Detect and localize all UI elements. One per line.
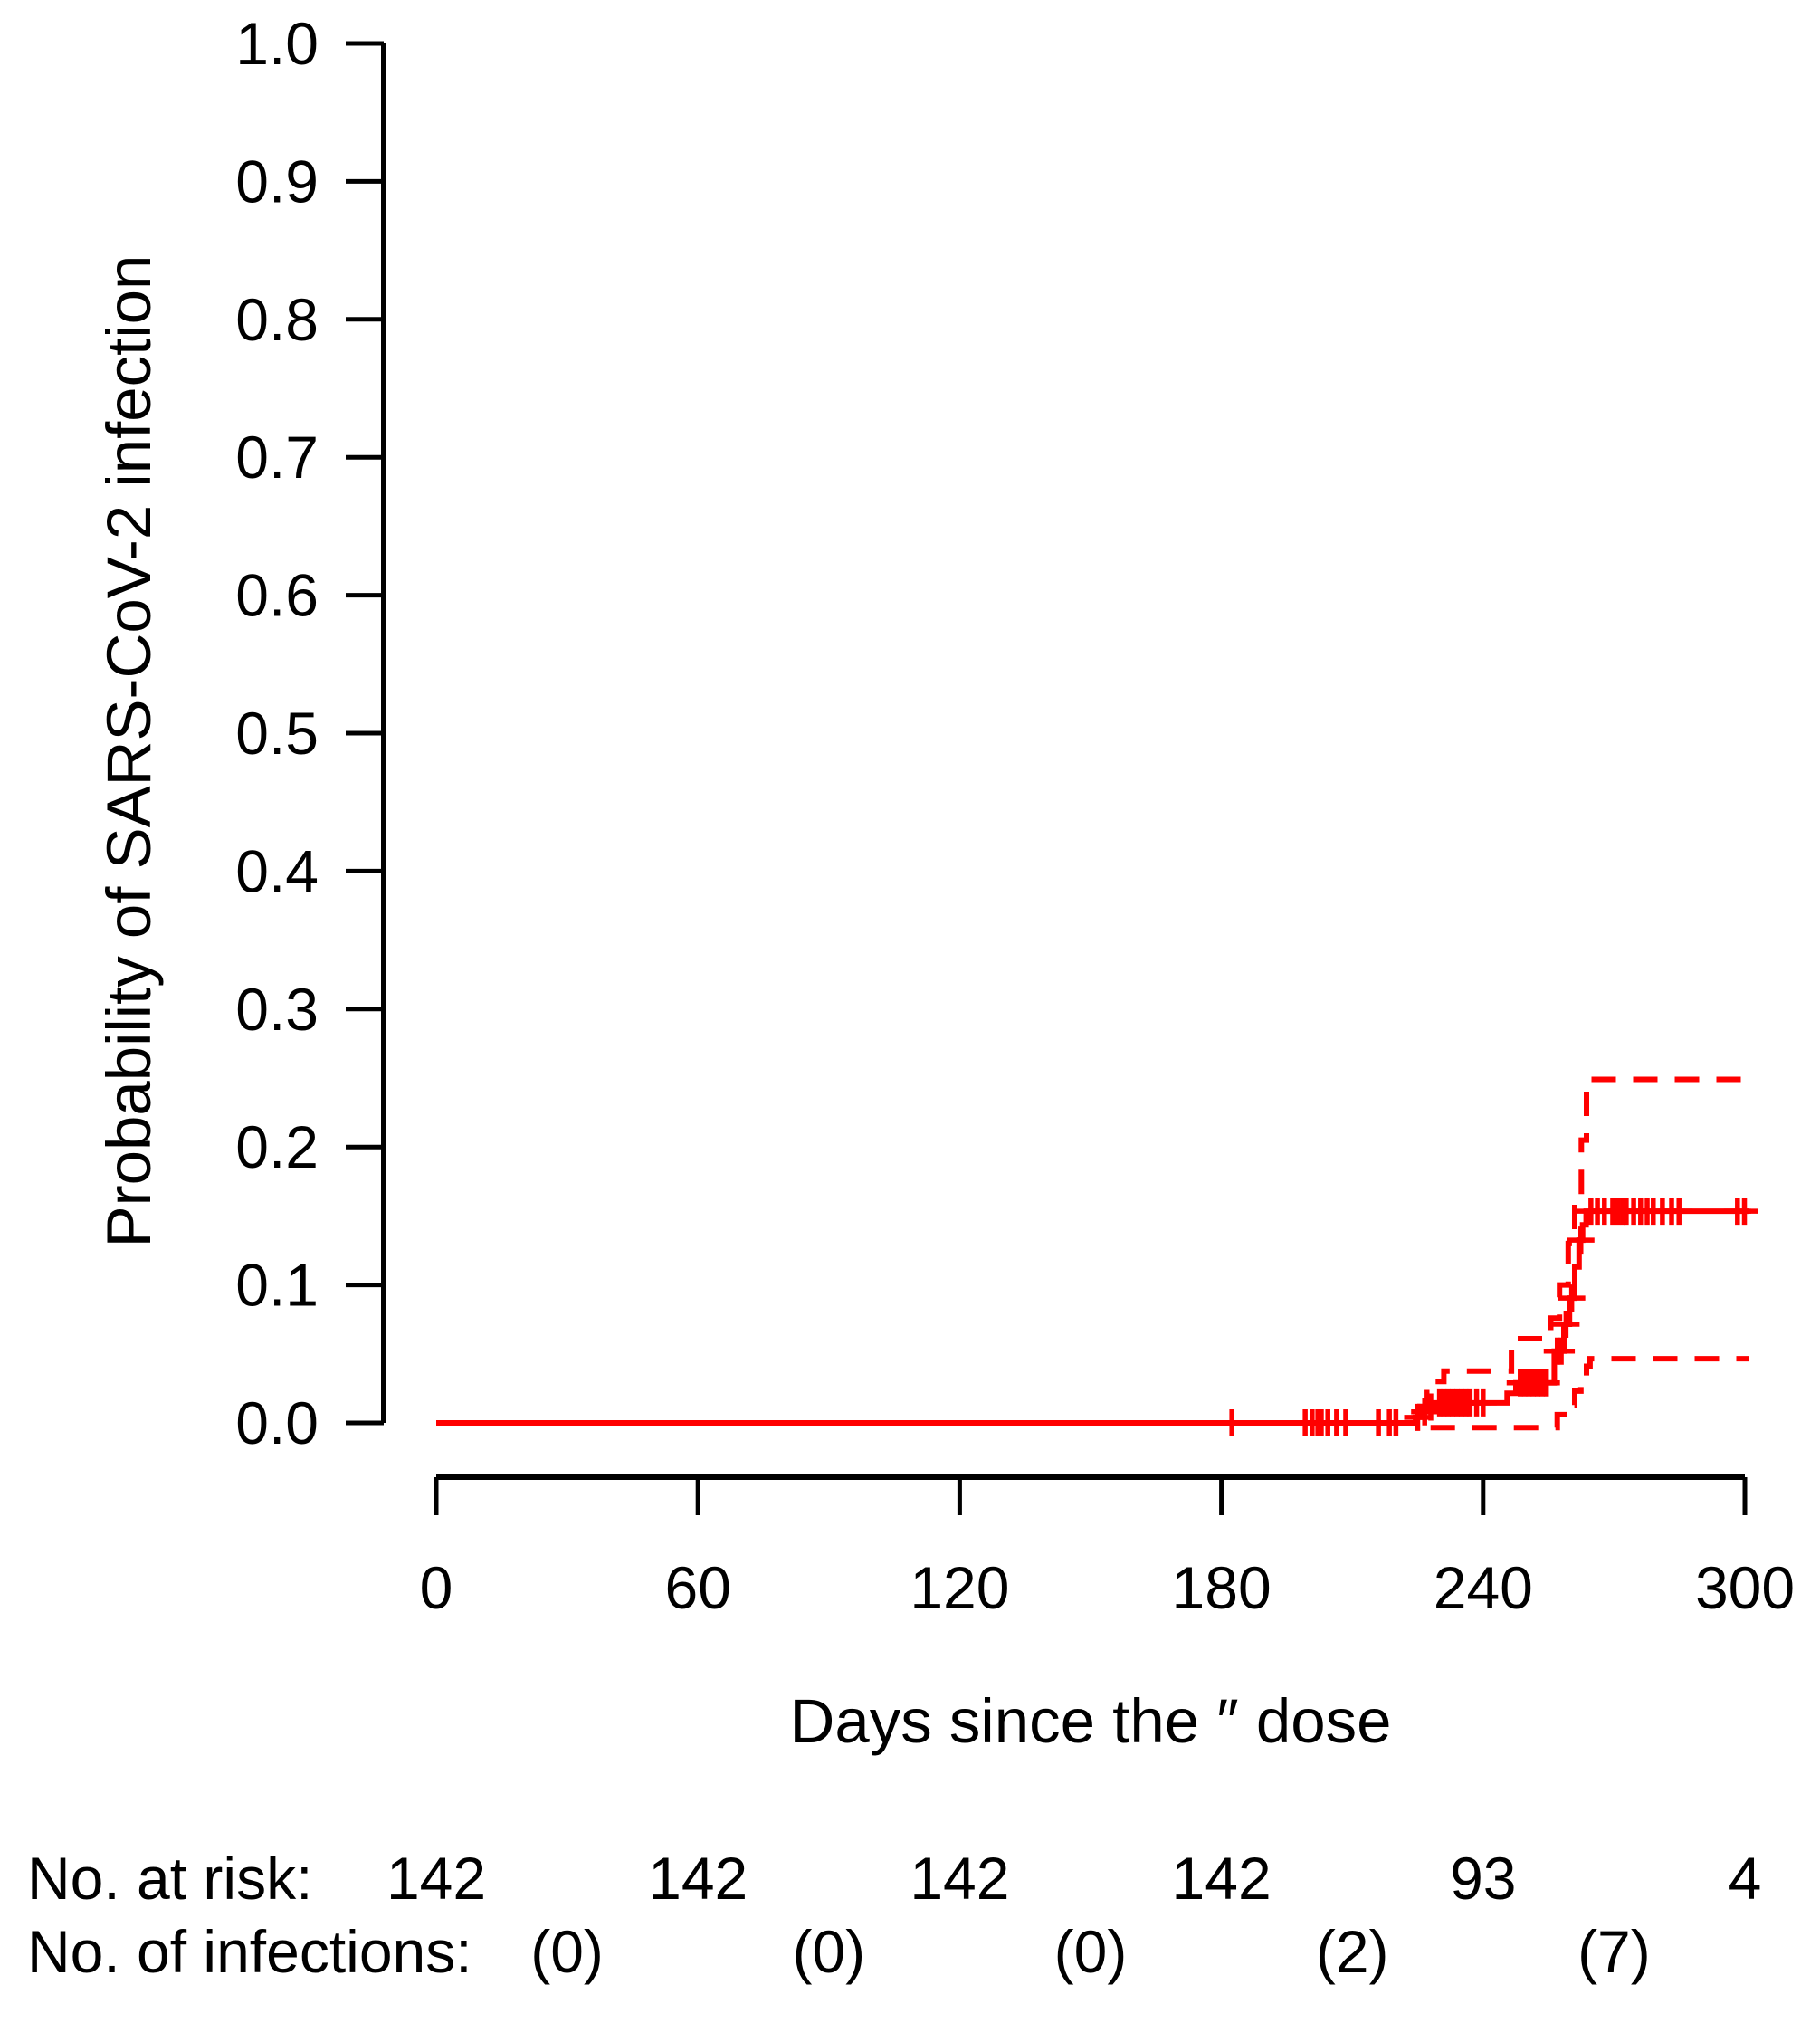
x-axis-title: Days since the ″ dose	[790, 1686, 1392, 1756]
y-axis-title: Probability of SARS-CoV-2 infection	[94, 255, 164, 1248]
y-tick-label: 0.8	[235, 286, 319, 353]
risk-value: (0)	[792, 1918, 865, 1985]
risk-value: 142	[910, 1845, 1009, 1912]
risk-row-label: No. of infections:	[27, 1918, 472, 1985]
risk-value: 142	[648, 1845, 748, 1912]
y-tick-label: 0.2	[235, 1113, 319, 1180]
x-tick-label: 180	[1172, 1554, 1272, 1621]
km-curves	[436, 1076, 1749, 1431]
risk-value: (7)	[1577, 1918, 1651, 1985]
censor-mark	[1469, 1388, 1497, 1417]
censor-mark	[1382, 1409, 1410, 1436]
censor-mark	[1548, 1337, 1576, 1365]
censor-mark	[1411, 1398, 1439, 1426]
x-tick-label: 60	[664, 1554, 730, 1621]
risk-value: (0)	[530, 1918, 604, 1985]
x-axis: 0 60 120 180 240 300	[420, 1474, 1795, 1621]
censor-mark	[1730, 1198, 1758, 1226]
y-tick-label: 1.0	[235, 10, 319, 77]
censor-mark	[1331, 1409, 1359, 1436]
y-axis: 0.0 0.1 0.2 0.3 0.4 0.5 0.6 0.7 0.8 0.9 1.0	[235, 10, 386, 1456]
risk-value: (0)	[1054, 1918, 1128, 1985]
y-tick-label: 0.4	[235, 837, 319, 904]
ci-lower-curve	[436, 1356, 1749, 1431]
y-tick-label: 0.5	[235, 700, 319, 767]
censor-marks	[1218, 1198, 1758, 1436]
y-tick-label: 0.1	[235, 1252, 319, 1319]
y-tick-label: 0.6	[235, 562, 319, 629]
risk-value: 142	[386, 1845, 486, 1912]
risk-value: 4	[1729, 1845, 1762, 1912]
censor-mark	[1532, 1369, 1560, 1397]
ci-upper-curve	[436, 1076, 1749, 1426]
y-tick-label: 0.0	[235, 1389, 319, 1456]
censor-mark	[1567, 1226, 1595, 1255]
x-tick-label: 0	[420, 1554, 453, 1621]
y-tick-label: 0.9	[235, 148, 319, 215]
y-tick-label: 0.3	[235, 976, 319, 1043]
x-tick-label: 300	[1695, 1554, 1795, 1621]
censor-mark	[1665, 1198, 1693, 1226]
risk-value: (2)	[1316, 1918, 1389, 1985]
x-tick-label: 120	[910, 1554, 1009, 1621]
risk-row-label: No. at risk:	[27, 1845, 312, 1912]
x-tick-label: 240	[1434, 1554, 1533, 1621]
censor-mark	[1552, 1311, 1580, 1339]
risk-table: No. at risk: 142 142 142 142 93 4 No. of infect…	[27, 1845, 1761, 1985]
censor-mark	[1558, 1284, 1586, 1312]
risk-value: 93	[1450, 1845, 1516, 1912]
censor-mark	[1218, 1409, 1246, 1436]
y-tick-label: 0.7	[235, 424, 319, 491]
risk-value: 142	[1172, 1845, 1272, 1912]
